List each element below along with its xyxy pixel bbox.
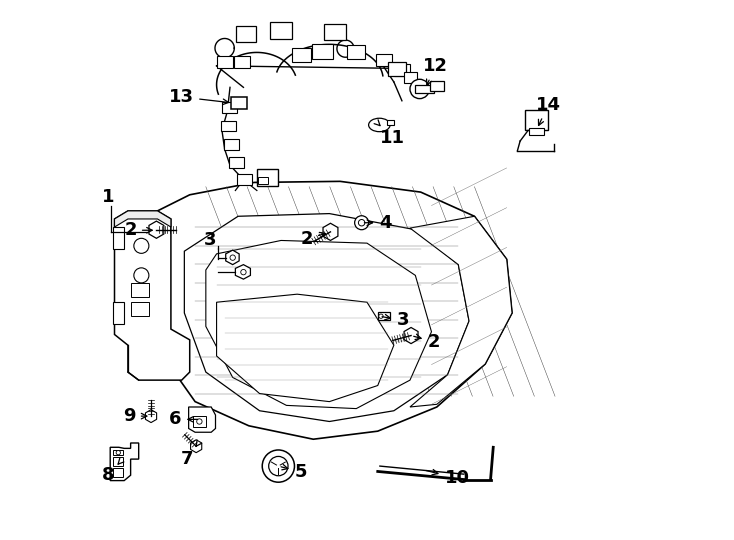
Bar: [221, 120, 236, 131]
Circle shape: [241, 269, 246, 275]
Bar: [258, 177, 268, 184]
Circle shape: [410, 79, 429, 99]
Bar: [114, 457, 123, 466]
Text: 13: 13: [169, 88, 228, 106]
Text: 5: 5: [281, 463, 307, 481]
Bar: [529, 128, 545, 134]
Polygon shape: [217, 294, 394, 402]
Circle shape: [269, 456, 288, 476]
Bar: [430, 82, 444, 91]
Polygon shape: [206, 240, 432, 409]
Circle shape: [134, 268, 149, 283]
Bar: [193, 416, 206, 427]
Bar: [394, 64, 410, 76]
Bar: [270, 22, 292, 39]
Polygon shape: [226, 250, 239, 265]
Bar: [324, 24, 346, 40]
Bar: [233, 56, 250, 68]
Text: 9: 9: [123, 407, 147, 425]
Bar: [131, 284, 150, 297]
Bar: [114, 468, 123, 477]
Text: 2: 2: [301, 230, 325, 248]
Bar: [404, 72, 417, 83]
Bar: [376, 54, 392, 66]
Text: 8: 8: [102, 458, 124, 484]
Bar: [230, 97, 247, 109]
Polygon shape: [323, 223, 338, 240]
Bar: [237, 174, 252, 185]
Polygon shape: [191, 440, 202, 453]
Bar: [222, 102, 237, 113]
Bar: [388, 119, 394, 125]
Circle shape: [134, 238, 149, 253]
Text: 14: 14: [536, 96, 561, 125]
Polygon shape: [145, 410, 156, 423]
Text: 4: 4: [364, 214, 392, 232]
Bar: [312, 44, 333, 59]
Bar: [378, 312, 390, 321]
Bar: [526, 110, 548, 130]
Bar: [388, 62, 406, 76]
Bar: [292, 48, 310, 62]
Circle shape: [116, 450, 120, 455]
Text: 12: 12: [424, 57, 448, 85]
Bar: [224, 139, 239, 150]
Bar: [114, 302, 124, 323]
Bar: [229, 157, 244, 168]
Text: 3: 3: [382, 312, 410, 329]
Circle shape: [379, 314, 383, 319]
Polygon shape: [115, 211, 171, 227]
Polygon shape: [142, 181, 512, 439]
Polygon shape: [236, 265, 250, 279]
Polygon shape: [115, 211, 189, 380]
Ellipse shape: [368, 118, 390, 132]
Polygon shape: [410, 217, 512, 407]
Bar: [346, 45, 366, 59]
Text: 2: 2: [414, 333, 440, 351]
Text: 3: 3: [203, 232, 216, 249]
Bar: [131, 302, 150, 316]
Circle shape: [358, 219, 365, 226]
Bar: [114, 227, 124, 248]
Text: 11: 11: [374, 120, 405, 147]
Circle shape: [355, 216, 368, 229]
Circle shape: [262, 450, 294, 482]
Bar: [114, 450, 123, 455]
Text: 2: 2: [124, 221, 152, 239]
Text: 1: 1: [102, 188, 115, 206]
Polygon shape: [404, 327, 418, 343]
Polygon shape: [110, 443, 139, 481]
Bar: [257, 169, 278, 186]
Polygon shape: [184, 214, 469, 422]
Circle shape: [197, 419, 202, 424]
Text: 7: 7: [181, 440, 202, 468]
Bar: [415, 85, 434, 93]
Polygon shape: [149, 221, 164, 238]
Circle shape: [230, 255, 236, 260]
Text: 6: 6: [168, 410, 197, 428]
Polygon shape: [189, 407, 216, 432]
Bar: [236, 26, 256, 42]
Bar: [217, 56, 233, 68]
Text: 10: 10: [426, 469, 470, 488]
